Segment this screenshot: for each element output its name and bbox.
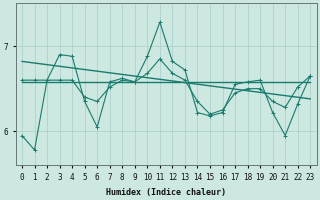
X-axis label: Humidex (Indice chaleur): Humidex (Indice chaleur) [106, 188, 226, 197]
